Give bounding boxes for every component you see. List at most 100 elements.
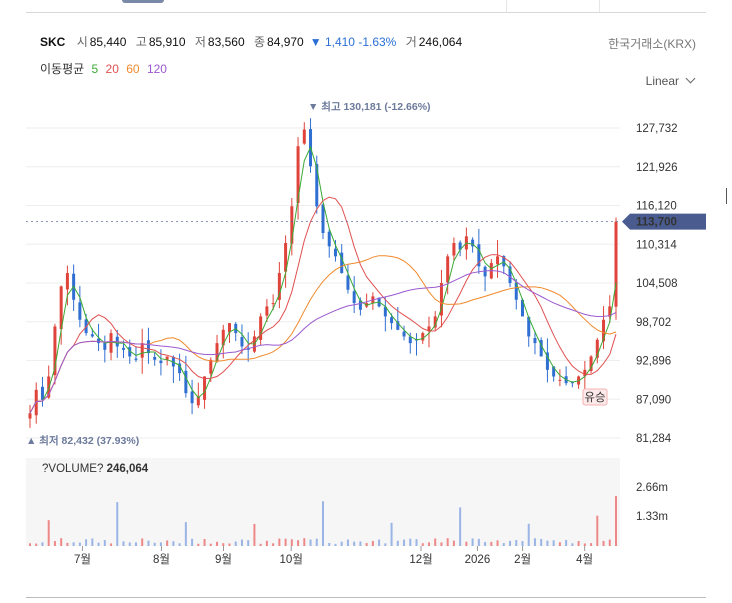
candle-body bbox=[439, 283, 443, 316]
candle-body bbox=[190, 391, 194, 404]
candle-body bbox=[502, 256, 506, 267]
candle-body bbox=[122, 347, 126, 350]
volume-bar bbox=[278, 538, 281, 546]
volume-bar bbox=[53, 541, 56, 546]
candle-body bbox=[277, 273, 281, 300]
candle-body bbox=[40, 386, 44, 400]
toolbar-border bbox=[26, 12, 706, 13]
volume-bar bbox=[166, 540, 169, 546]
candle-body bbox=[446, 256, 450, 283]
candle-body bbox=[545, 352, 549, 370]
volume-bar bbox=[41, 542, 44, 546]
change-arrow-icon: ▼ bbox=[309, 35, 322, 49]
volume-bar bbox=[371, 540, 374, 546]
volume-bar bbox=[552, 540, 555, 546]
candle-body bbox=[396, 321, 400, 330]
candle-body bbox=[109, 333, 113, 353]
volume-bar bbox=[240, 539, 243, 546]
candle-body bbox=[165, 356, 169, 360]
candle-body bbox=[346, 275, 350, 290]
volume-bar bbox=[103, 540, 106, 546]
candle-body bbox=[65, 273, 69, 290]
candle-body bbox=[178, 363, 182, 374]
volume-bar bbox=[502, 543, 505, 546]
volume-bar bbox=[134, 542, 137, 546]
ma20-label[interactable]: 20 bbox=[105, 62, 119, 76]
volume-bar bbox=[178, 543, 181, 546]
price-tick-label: 116,120 bbox=[636, 201, 677, 213]
price-tick-label: 81,284 bbox=[636, 433, 672, 445]
candle-body bbox=[221, 329, 225, 346]
stock-symbol[interactable]: SKC bbox=[40, 35, 66, 49]
volume-bar bbox=[78, 542, 81, 546]
close-label: 종 bbox=[253, 35, 266, 49]
candle-body bbox=[265, 306, 269, 316]
volume-bar bbox=[216, 541, 219, 546]
candle-body bbox=[583, 369, 587, 377]
volume-bar bbox=[191, 538, 194, 546]
volume-bar bbox=[396, 540, 399, 546]
ma120-label[interactable]: 120 bbox=[146, 62, 167, 76]
exchange-name: 한국거래소(KRX) bbox=[608, 37, 696, 51]
candle-body bbox=[589, 356, 593, 371]
volume-bar bbox=[477, 538, 480, 546]
volume-bar bbox=[409, 538, 412, 546]
x-tick-label: 4월 bbox=[576, 553, 593, 566]
volume-bar bbox=[97, 542, 100, 546]
candle-body bbox=[552, 366, 556, 377]
ma60-label[interactable]: 60 bbox=[126, 62, 140, 76]
candle-body bbox=[402, 331, 406, 337]
candle-body bbox=[296, 146, 300, 203]
volume-bar bbox=[184, 522, 187, 546]
candle-body bbox=[215, 343, 219, 362]
chart-bottom-border bbox=[26, 597, 706, 598]
volume-bar bbox=[234, 541, 237, 546]
candle-body bbox=[290, 206, 294, 244]
volume-tick-label: 2.66m bbox=[636, 482, 668, 494]
toolbar-divider bbox=[506, 0, 507, 12]
candle-body bbox=[433, 316, 437, 328]
low-value: 83,560 bbox=[207, 35, 245, 49]
volume-bar bbox=[484, 541, 487, 546]
active-tab-indicator bbox=[122, 0, 164, 3]
volume-bar bbox=[515, 540, 518, 546]
volume-bar bbox=[203, 539, 206, 546]
event-badge-label: 유승 bbox=[584, 391, 605, 404]
candle-body bbox=[427, 326, 431, 332]
candle-body bbox=[533, 338, 537, 344]
price-tick-label: 110,314 bbox=[636, 239, 677, 251]
candle-body bbox=[520, 299, 524, 317]
pane-resize-handle[interactable] bbox=[726, 188, 727, 204]
candle-body bbox=[153, 356, 157, 360]
candle-body bbox=[614, 221, 618, 307]
volume-bar bbox=[427, 542, 430, 546]
candle-body bbox=[159, 360, 163, 364]
candle-body bbox=[53, 326, 57, 376]
volume-bar bbox=[615, 496, 617, 546]
candle-body bbox=[59, 286, 63, 330]
volume-bar bbox=[340, 541, 343, 546]
volume-bar bbox=[60, 538, 63, 546]
volume-bar bbox=[415, 539, 418, 546]
scale-dropdown[interactable]: Linear bbox=[646, 73, 696, 88]
volume-bar bbox=[465, 541, 468, 546]
candle-body bbox=[209, 359, 213, 374]
x-tick-label: 9월 bbox=[215, 553, 232, 566]
volume-bar bbox=[365, 543, 368, 546]
change-value: 1,410 bbox=[324, 35, 355, 49]
ma5-label[interactable]: 5 bbox=[91, 62, 99, 76]
volume-bar bbox=[521, 541, 524, 546]
volume-bar bbox=[209, 543, 212, 546]
candle-body bbox=[452, 243, 456, 256]
x-tick-label: 7월 bbox=[74, 553, 91, 566]
candle-body bbox=[333, 248, 337, 257]
candle-body bbox=[240, 337, 244, 347]
candle-body bbox=[458, 242, 462, 250]
event-badge bbox=[582, 388, 608, 406]
volume-bar bbox=[571, 543, 574, 546]
volume-bar bbox=[384, 543, 387, 546]
volume-bar bbox=[583, 543, 586, 546]
volume-bar bbox=[315, 538, 318, 546]
close-value: 84,970 bbox=[267, 35, 304, 49]
